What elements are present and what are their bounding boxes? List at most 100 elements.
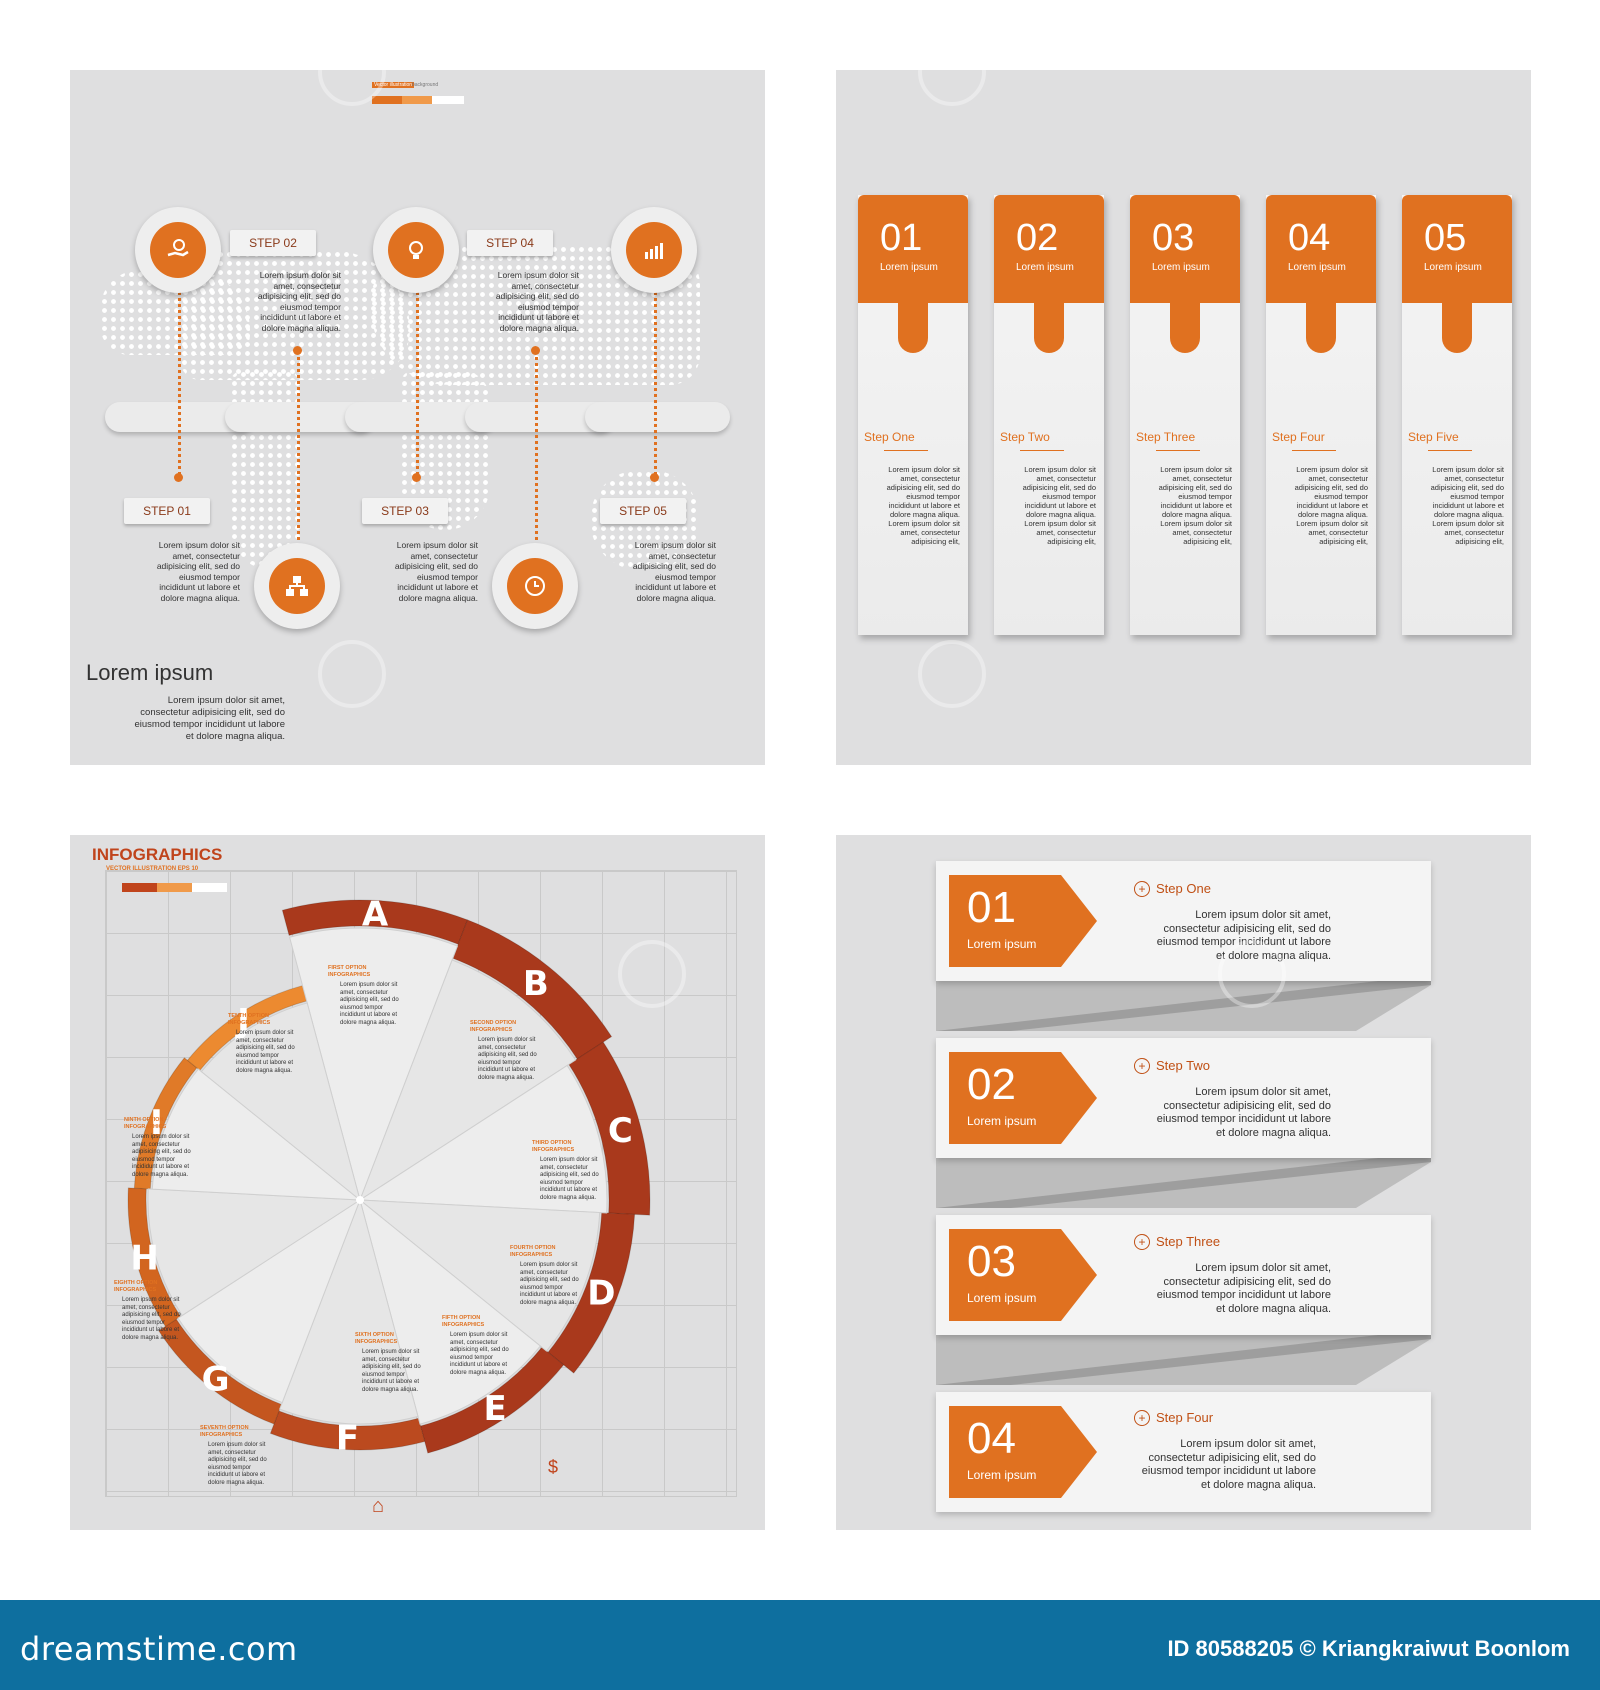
step-01-ring — [135, 207, 221, 293]
option-4-label: FOURTH OPTION INFOGRAPHICS — [510, 1245, 556, 1258]
color-bar — [192, 883, 227, 892]
watermark-icon — [618, 940, 686, 1008]
option-8-label: EIGHTH OPTION INFOGRAPHICS — [114, 1280, 157, 1293]
option-title: TENTH OPTION — [228, 1013, 269, 1019]
ribbon-subtitle: Lorem ipsum — [967, 1468, 1037, 1482]
timeline-panel: Vector illustration background STEP 02 S… — [70, 70, 765, 765]
card-number: 03 — [1152, 217, 1195, 259]
color-bar — [432, 96, 464, 104]
segment-letter-b: B — [523, 964, 549, 1004]
color-bar — [157, 883, 192, 892]
hierarchy-icon — [286, 576, 308, 596]
inner-slice-h — [147, 1188, 362, 1317]
outer-ring — [127, 899, 651, 1454]
ribbon-01: 01 Lorem ipsum — [949, 875, 1099, 967]
segment-letter-j: J — [235, 1002, 250, 1042]
card-03: 03 Lorem ipsum Step Three Lorem ipsum do… — [1130, 195, 1240, 635]
card-tab — [1170, 295, 1200, 353]
option-title: THIRD OPTION — [532, 1140, 572, 1146]
site-logo[interactable]: dreamstime.com — [20, 1630, 298, 1668]
segmented-wheel: A B C D E F G H I J — [127, 894, 651, 1459]
option-4-text: Lorem ipsum dolor sit amet, consectetur … — [520, 1262, 579, 1306]
connector-line — [416, 285, 419, 475]
connector-line — [178, 285, 181, 475]
watermark-icon — [318, 640, 386, 708]
ribbon-number: 01 — [967, 883, 1016, 932]
inner-slice-g — [177, 1198, 362, 1404]
arrow-shape — [949, 875, 1097, 967]
option-8-text: Lorem ipsum dolor sit amet, consectetur … — [122, 1297, 181, 1341]
card-text: Lorem ipsum dolor sit amet, consectetur … — [1294, 465, 1368, 546]
segment-letter-f: F — [336, 1419, 359, 1459]
row-02-text: Lorem ipsum dolor sit amet, consectetur … — [1156, 1086, 1331, 1139]
home-icon: ⌂ — [372, 1495, 385, 1517]
step-01-text: Lorem ipsum dolor sit amet, consectetur … — [156, 540, 240, 603]
header-small-label: Vector illustration — [372, 82, 415, 88]
step-02-ring — [254, 543, 340, 629]
outer-segment-i — [133, 1057, 198, 1190]
panel-description: Lorem ipsum dolor sit amet, consectetur … — [134, 695, 285, 742]
card-number: 04 — [1288, 217, 1331, 259]
option-5-label: FIFTH OPTION INFOGRAPHICS — [442, 1315, 484, 1328]
ribbon-subtitle: Lorem ipsum — [967, 937, 1037, 951]
card-subtitle: Lorem ipsum — [1288, 262, 1346, 273]
card-header — [1266, 195, 1376, 303]
row-03-title: Step Three — [1156, 1234, 1221, 1249]
option-subtitle: INFOGRAPHICS — [470, 1026, 513, 1033]
option-9-label: NINTH OPTION INFOGRAPHICS — [124, 1117, 166, 1130]
card-subtitle: Lorem ipsum — [1424, 262, 1482, 273]
card-step-title: Step One — [864, 430, 915, 444]
ribbon-02: 02 Lorem ipsum — [949, 1052, 1099, 1144]
card-rule — [1428, 450, 1472, 451]
outer-segment-b — [452, 919, 613, 1060]
folded-shadows — [936, 975, 1431, 1385]
step-03-ring — [373, 207, 459, 293]
option-subtitle: INFOGRAPHICS — [355, 1338, 398, 1345]
card-rule — [1020, 450, 1064, 451]
option-subtitle: INFOGRAPHICS — [510, 1251, 553, 1258]
card-rule — [1292, 450, 1336, 451]
option-title: SEVENTH OPTION — [200, 1425, 249, 1431]
option-3-label: THIRD OPTION INFOGRAPHICS — [532, 1140, 574, 1153]
connector-dot — [174, 473, 183, 482]
option-1-label: FIRST OPTION INFOGRAPHICS — [328, 965, 370, 978]
inner-slice-a — [288, 927, 459, 1202]
card-tab — [1306, 295, 1336, 353]
wheel-panel: INFOGRAPHICS VECTOR ILLUSTRATION EPS 10 … — [70, 835, 765, 1530]
connector-line — [535, 350, 538, 540]
inner-slice-d — [358, 1199, 601, 1352]
segment-letter-g: G — [202, 1359, 230, 1399]
card-tab — [1442, 295, 1472, 353]
card-tab — [1034, 295, 1064, 353]
fold-shadow — [936, 975, 1431, 1031]
row-03-text: Lorem ipsum dolor sit amet, consectetur … — [1156, 1262, 1331, 1315]
card-rule — [884, 450, 928, 451]
option-title: NINTH OPTION — [124, 1117, 164, 1123]
option-subtitle: INFOGRAPHICS — [124, 1123, 167, 1130]
option-1-text: Lorem ipsum dolor sit amet, consectetur … — [340, 982, 399, 1026]
outer-segment-f — [269, 1410, 426, 1451]
inner-slice-f — [279, 1198, 419, 1425]
card-rule — [1156, 450, 1200, 451]
inner-slice-j — [200, 1002, 361, 1202]
card-tab — [898, 295, 928, 353]
option-title: SIXTH OPTION — [355, 1332, 394, 1338]
card-01: 01 Lorem ipsum Step One Lorem ipsum dolo… — [858, 195, 968, 635]
step-03-label: STEP 03 — [362, 498, 448, 524]
card-step-title: Step Four — [1272, 430, 1325, 444]
wheel-hub — [356, 1196, 364, 1204]
chart-icon — [645, 243, 663, 259]
row-02-title: Step Two — [1156, 1058, 1210, 1073]
plus-circle-icon: + — [1134, 1058, 1150, 1074]
fold-shadow — [936, 1329, 1431, 1385]
money-hand-icon — [167, 239, 189, 257]
outer-segment-a — [281, 899, 469, 945]
option-subtitle: INFOGRAPHICS — [228, 1019, 271, 1026]
arrow-shape — [949, 1229, 1097, 1321]
card-number: 05 — [1424, 217, 1467, 259]
step-04-label: STEP 04 — [467, 230, 553, 256]
connector-line — [654, 285, 657, 475]
option-3-text: Lorem ipsum dolor sit amet, consectetur … — [540, 1157, 599, 1201]
card-04: 04 Lorem ipsum Step Four Lorem ipsum dol… — [1266, 195, 1376, 635]
fold-shadow — [936, 1152, 1431, 1208]
